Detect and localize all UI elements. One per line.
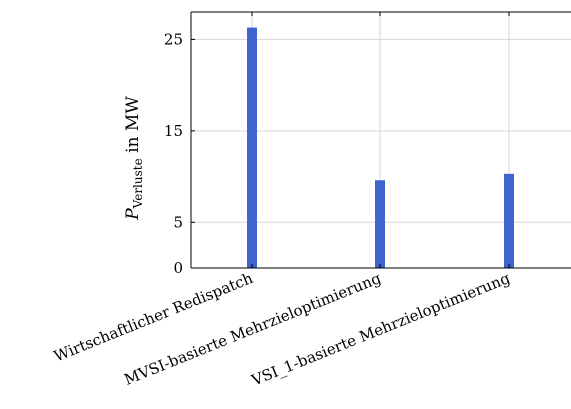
y-axis-label-symbol: P xyxy=(123,208,143,221)
x-tick-labels: Wirtschaftlicher RedispatchMVSI-basierte… xyxy=(51,269,512,390)
bar-3 xyxy=(504,173,514,268)
y-tick-labels: 0 5 15 25 xyxy=(164,30,183,277)
y-tick-label: 25 xyxy=(164,30,183,48)
y-axis-label: PVerluste in MW xyxy=(123,96,145,221)
y-axis-label-unit: in MW xyxy=(123,96,143,159)
bar-2 xyxy=(375,180,385,268)
y-tick-label: 15 xyxy=(164,122,183,140)
y-tick-label: 5 xyxy=(173,213,183,231)
axis-layer xyxy=(190,11,571,269)
x-tick-label: Wirtschaftlicher Redispatch xyxy=(51,269,255,366)
y-axis-label-subscript: Verluste xyxy=(131,158,145,209)
bar-1 xyxy=(247,27,257,268)
bars-layer xyxy=(247,27,514,268)
y-tick-label: 0 xyxy=(173,259,183,277)
x-tick-label: VSI_1-basierte Mehrzieloptimierung xyxy=(248,269,513,390)
